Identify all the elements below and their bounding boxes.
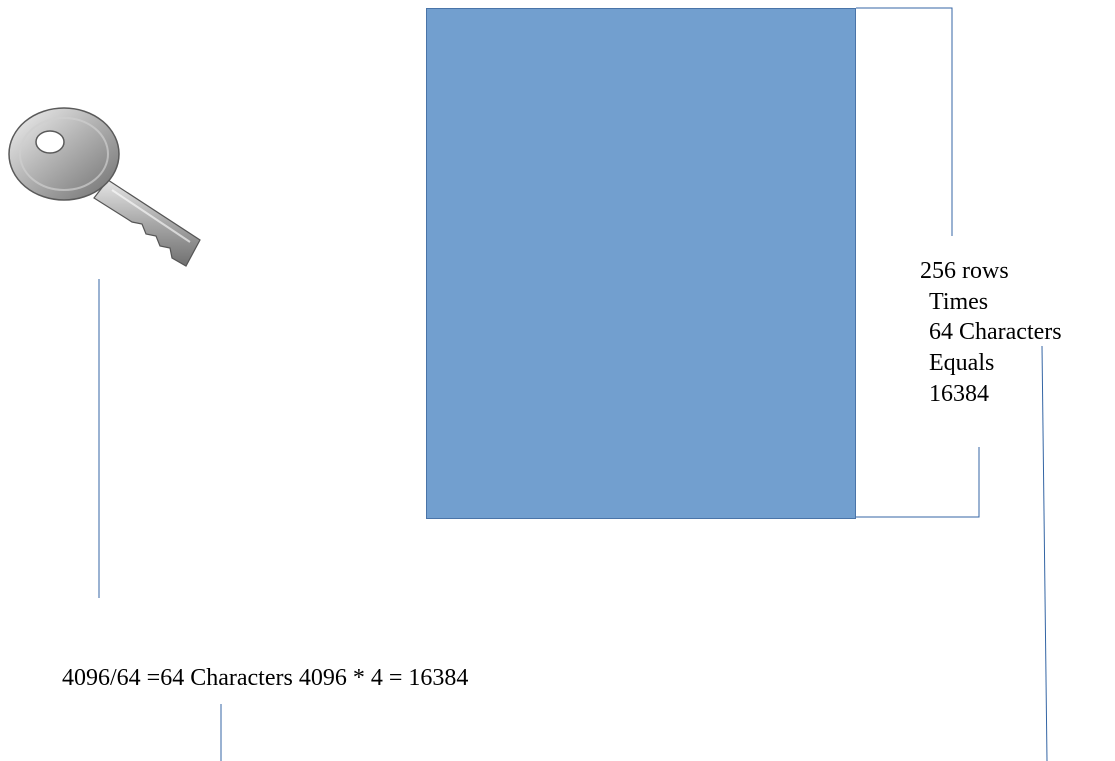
equals-label: Equals [929, 350, 995, 376]
bottom-bracket-line [856, 447, 980, 518]
key-icon [8, 107, 201, 267]
data-block [426, 8, 856, 519]
characters-label: 64 Characters [929, 319, 1062, 345]
rows-label: 256 rows [920, 258, 1009, 284]
top-bracket-line [856, 7, 953, 236]
formula-text: 4096/64 =64 Characters 4096 * 4 = 16384 [62, 665, 469, 691]
characters-stem-line [1041, 345, 1048, 761]
total-label: 16384 [929, 381, 989, 407]
times-label: Times [929, 289, 989, 315]
